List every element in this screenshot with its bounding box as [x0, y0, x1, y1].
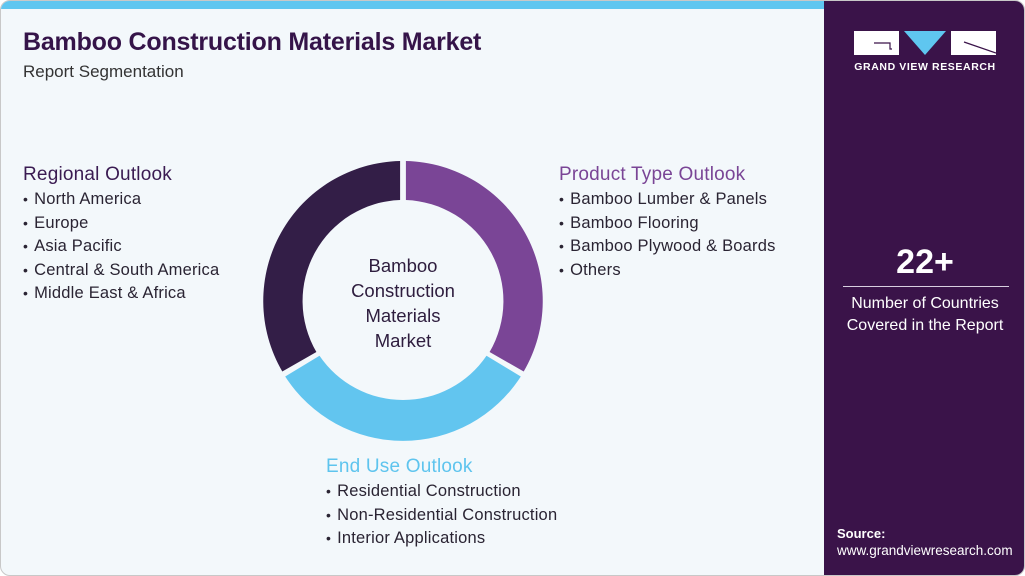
end-use-outlook-list: Residential Construction Non-Residential… — [326, 480, 557, 551]
list-item: Bamboo Plywood & Boards — [559, 235, 776, 259]
countries-label-line: Number of Countries — [851, 295, 999, 312]
list-item: Middle East & Africa — [23, 282, 219, 306]
list-item: Central & South America — [23, 259, 219, 283]
donut-segment-product — [405, 161, 543, 372]
donut-label-line: Bamboo — [368, 255, 438, 276]
countries-label-line: Covered in the Report — [846, 317, 1004, 334]
product-type-outlook-title: Product Type Outlook — [559, 164, 746, 185]
donut-label-line: Construction — [351, 280, 455, 301]
list-item: Bamboo Lumber & Panels — [559, 188, 776, 212]
grand-view-research-logo-icon — [854, 31, 996, 55]
regional-outlook-section: Regional Outlook North America Europe As… — [23, 164, 219, 306]
segmentation-donut-chart — [263, 161, 543, 441]
list-item: North America — [23, 188, 219, 212]
countries-label: Number of Countries Covered in the Repor… — [824, 293, 1024, 337]
brand-name: GRAND VIEW RESEARCH — [854, 61, 996, 73]
accent-bar — [1, 1, 824, 9]
sidebar-panel — [824, 1, 1024, 575]
product-type-outlook-list: Bamboo Lumber & Panels Bamboo Flooring B… — [559, 188, 776, 282]
list-item: Interior Applications — [326, 527, 557, 551]
donut-label-line: Market — [374, 330, 432, 351]
source-label: Source: — [837, 526, 886, 541]
list-item: Bamboo Flooring — [559, 212, 776, 236]
donut-segment-end-use — [285, 355, 521, 441]
regional-outlook-title: Regional Outlook — [23, 164, 172, 185]
page-title: Bamboo Construction Materials Market — [23, 28, 482, 56]
list-item: Non-Residential Construction — [326, 504, 557, 528]
list-item: Others — [559, 259, 776, 283]
donut-center-label: Bamboo Construction Materials Market — [303, 253, 503, 353]
regional-outlook-list: North America Europe Asia Pacific Centra… — [23, 188, 219, 306]
end-use-outlook-title: End Use Outlook — [326, 456, 473, 477]
list-item: Asia Pacific — [23, 235, 219, 259]
donut-segment-regional — [263, 161, 401, 372]
end-use-outlook-section: End Use Outlook Residential Construction… — [326, 456, 557, 551]
countries-count: 22+ — [896, 243, 954, 281]
source-url: www.grandviewresearch.com — [837, 543, 1013, 558]
stat-divider — [843, 286, 1009, 287]
list-item: Europe — [23, 212, 219, 236]
list-item: Residential Construction — [326, 480, 557, 504]
donut-label-line: Materials — [365, 305, 441, 326]
page-subtitle: Report Segmentation — [23, 62, 184, 81]
product-type-outlook-section: Product Type Outlook Bamboo Lumber & Pan… — [559, 164, 776, 282]
